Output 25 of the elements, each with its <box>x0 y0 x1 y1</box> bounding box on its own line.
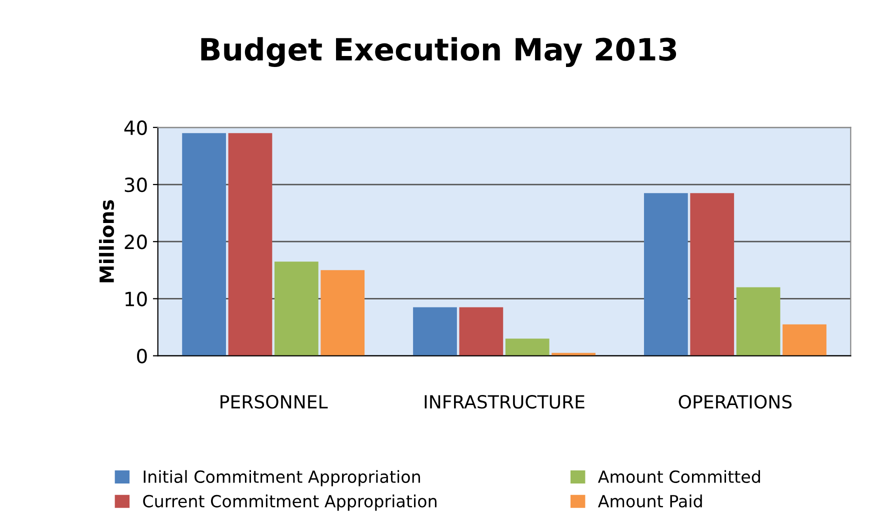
bar <box>505 338 550 356</box>
legend-label: Amount Paid <box>598 494 702 508</box>
bar <box>644 193 688 356</box>
y-tick-label: 30 <box>124 177 147 192</box>
y-tick-label: 40 <box>124 120 147 136</box>
bar <box>459 307 504 356</box>
y-tick-label: 10 <box>126 292 147 306</box>
bar <box>736 287 780 356</box>
legend-label: Amount Committed <box>598 470 760 483</box>
x-tick-label: PERSONNEL <box>220 394 328 409</box>
legend-label: Current Commitment Appropriation <box>143 494 436 511</box>
legend-label: Initial Commitment Appropriation <box>144 470 420 486</box>
chart-title: Budget Execution May 2013 <box>201 37 676 67</box>
y-tick-label: 20 <box>124 234 147 250</box>
bar <box>320 270 365 356</box>
y-tick-label: 0 <box>137 348 147 364</box>
bar <box>782 324 826 356</box>
bar <box>413 307 457 356</box>
y-axis-title: Millions <box>99 200 114 282</box>
bar <box>182 133 226 356</box>
x-tick-label: INFRASTRUCTURE <box>424 394 584 409</box>
bar <box>274 262 318 356</box>
bar <box>690 193 734 356</box>
bar <box>228 133 272 356</box>
x-tick-label: OPERATIONS <box>678 394 792 409</box>
